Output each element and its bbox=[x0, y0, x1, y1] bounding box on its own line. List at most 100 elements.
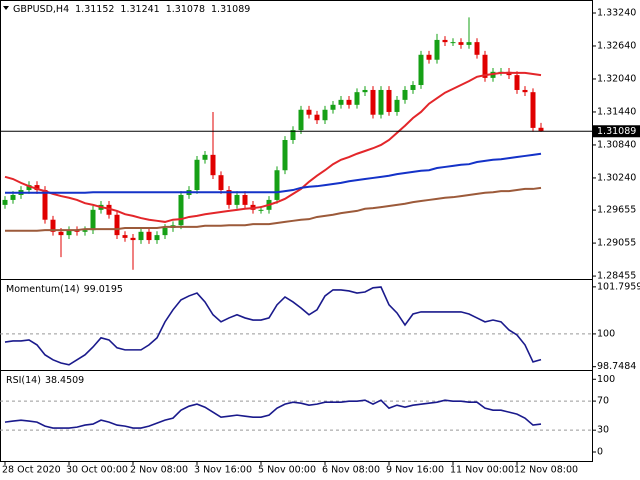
candle-body bbox=[202, 154, 208, 160]
moving-average bbox=[5, 152, 542, 194]
indicator-value: 99.0195 bbox=[84, 284, 123, 295]
candle-body bbox=[130, 237, 136, 241]
ohlc-high: 1.31241 bbox=[120, 4, 159, 15]
candle-body bbox=[90, 209, 96, 231]
menu-triangle bbox=[3, 6, 9, 10]
candle-body bbox=[514, 75, 520, 90]
candle-body bbox=[50, 219, 56, 232]
candle-body bbox=[234, 194, 240, 205]
candle-body bbox=[466, 42, 472, 45]
moving-average bbox=[4, 71, 542, 223]
candle-body bbox=[162, 227, 168, 236]
candle-body bbox=[178, 194, 184, 226]
x-tick-label: 5 Nov 00:00 bbox=[258, 465, 316, 476]
candle-body bbox=[538, 127, 544, 132]
indicator-title: RSI(14) 38.4509 bbox=[6, 375, 84, 386]
candle-body bbox=[298, 109, 304, 131]
y-tick-label: 0 bbox=[597, 447, 603, 458]
candle-body bbox=[354, 92, 360, 105]
ohlc-open: 1.31152 bbox=[75, 4, 114, 15]
y-tick-label: 101.7959 bbox=[597, 281, 640, 292]
x-tick-label: 11 Nov 00:00 bbox=[450, 465, 514, 476]
indicator-line bbox=[4, 286, 542, 366]
candle-body bbox=[482, 54, 488, 78]
candle-body bbox=[434, 39, 440, 60]
candle-body bbox=[194, 159, 200, 191]
candle-body bbox=[442, 39, 448, 43]
candle-body bbox=[242, 194, 248, 205]
candle-body bbox=[522, 89, 528, 93]
y-tick-label: 1.30240 bbox=[597, 172, 636, 183]
candle-body bbox=[426, 54, 432, 60]
candle-body bbox=[66, 230, 72, 236]
indicator-name: RSI(14) bbox=[6, 375, 41, 386]
candle-body bbox=[450, 42, 456, 44]
y-tick-label: 98.7484 bbox=[597, 361, 636, 372]
indicator-name: Momentum(14) bbox=[6, 284, 80, 295]
candle-body bbox=[2, 199, 8, 205]
candle-body bbox=[274, 170, 280, 200]
candle-body bbox=[378, 89, 384, 115]
candle-body bbox=[338, 99, 344, 105]
plot-frame bbox=[0, 0, 593, 462]
x-tick-label: 2 Nov 08:00 bbox=[130, 465, 188, 476]
candle-body bbox=[474, 42, 480, 55]
indicator-line bbox=[4, 399, 542, 429]
x-tick-label: 30 Oct 00:00 bbox=[66, 465, 128, 476]
candle-body bbox=[330, 104, 336, 110]
x-tick-label: 6 Nov 08:00 bbox=[322, 465, 380, 476]
x-tick-label: 12 Nov 08:00 bbox=[514, 465, 578, 476]
candle-body bbox=[418, 54, 424, 86]
chart-title: GBPUSD,H4 1.31152 1.31241 1.31078 1.31089 bbox=[13, 4, 250, 15]
x-tick-label: 9 Nov 16:00 bbox=[386, 465, 444, 476]
symbol: GBPUSD,H4 bbox=[13, 4, 69, 15]
candle-body bbox=[346, 99, 352, 105]
candle-body bbox=[34, 185, 40, 191]
candle-body bbox=[530, 92, 536, 128]
candle-body bbox=[410, 85, 416, 90]
candle-body bbox=[10, 194, 16, 200]
indicator-title: Momentum(14) 99.0195 bbox=[6, 284, 123, 295]
candle-body bbox=[114, 214, 120, 236]
candle-body bbox=[458, 42, 464, 45]
candle-body bbox=[138, 231, 144, 241]
y-tick-label: 1.29655 bbox=[597, 205, 636, 216]
y-tick-label: 1.32640 bbox=[597, 40, 636, 51]
candle-body bbox=[210, 154, 216, 176]
candle-body bbox=[258, 209, 264, 211]
y-tick-label: 30 bbox=[597, 425, 609, 436]
y-tick-label: 1.32040 bbox=[597, 73, 636, 84]
candle-body bbox=[314, 114, 320, 121]
candle-body bbox=[290, 130, 296, 140]
candle-body bbox=[282, 140, 288, 171]
marks bbox=[0, 12, 596, 465]
x-tick-label: 3 Nov 16:00 bbox=[194, 465, 252, 476]
y-tick-label: 1.30840 bbox=[597, 139, 636, 150]
candle-body bbox=[42, 190, 48, 220]
y-tick-label: 1.33240 bbox=[597, 7, 636, 18]
candle-body bbox=[122, 235, 128, 238]
current-price-label: 1.31089 bbox=[597, 126, 636, 137]
y-tick-label: 100 bbox=[597, 374, 615, 385]
indicator-value: 38.4509 bbox=[45, 375, 84, 386]
candle-body bbox=[226, 190, 232, 205]
candle-body bbox=[154, 235, 160, 241]
ohlc-low: 1.31078 bbox=[166, 4, 205, 15]
candle-body bbox=[394, 99, 400, 112]
candle-body bbox=[106, 204, 112, 215]
current-price-box bbox=[593, 125, 640, 138]
candle-body bbox=[146, 231, 152, 241]
ohlc-close: 1.31089 bbox=[211, 4, 250, 15]
candle-body bbox=[362, 89, 368, 93]
candle-body bbox=[26, 185, 32, 191]
x-tick-label: 28 Oct 2020 bbox=[2, 465, 61, 476]
y-tick-label: 1.28455 bbox=[597, 271, 636, 282]
candle-body bbox=[218, 175, 224, 191]
y-tick-label: 1.31440 bbox=[597, 106, 636, 117]
candle-body bbox=[306, 109, 312, 115]
candle-body bbox=[370, 89, 376, 115]
candle-body bbox=[386, 89, 392, 112]
